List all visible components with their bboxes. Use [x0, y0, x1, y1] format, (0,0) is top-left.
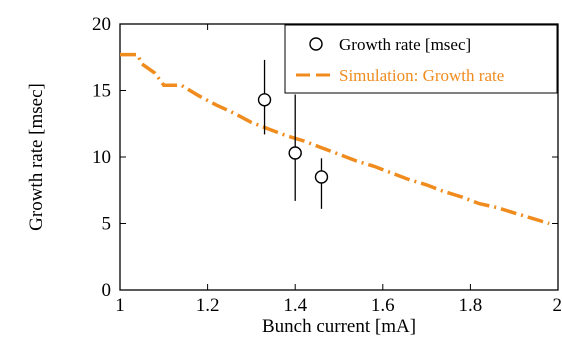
x-tick-label-2: 1.4: [283, 295, 307, 316]
y-axis-title: Growth rate [msec]: [26, 83, 47, 231]
y-tick-label-0: 0: [102, 280, 112, 301]
y-tick-label-3: 15: [92, 81, 111, 102]
x-tick-label-1: 1.2: [196, 295, 220, 316]
data-point-1: [288, 94, 302, 201]
x-tick-labels: 1 1.2 1.4 1.6 1.8 2: [115, 295, 562, 316]
y-tick-labels: 0 5 10 15 20: [92, 14, 111, 301]
y-tick-label-4: 20: [92, 14, 111, 35]
point-marker-2: [314, 170, 329, 184]
data-point-2: [314, 158, 329, 209]
y-tick-label-1: 5: [102, 214, 112, 235]
legend-label-growth-rate: Growth rate [msec]: [339, 35, 471, 54]
x-tick-label-3: 1.6: [371, 295, 395, 316]
point-marker-0: [257, 93, 272, 107]
simulation-series: [120, 52, 550, 226]
x-tick-label-5: 2: [553, 295, 562, 316]
growth-rate-series: [257, 59, 329, 209]
legend-marker-circle: [309, 37, 323, 51]
x-tick-label-0: 1: [115, 295, 125, 316]
simulation-line: [120, 52, 550, 226]
x-axis-title: Bunch current [mA]: [262, 316, 416, 337]
point-marker-1: [288, 146, 302, 160]
legend-label-simulation: Simulation: Growth rate: [339, 66, 504, 85]
data-point-0: [257, 59, 272, 135]
y-tick-label-2: 10: [92, 147, 111, 168]
x-tick-label-4: 1.8: [459, 295, 483, 316]
legend: Growth rate [msec] Simulation: Growth ra…: [284, 24, 558, 94]
legend-box: [284, 24, 558, 94]
